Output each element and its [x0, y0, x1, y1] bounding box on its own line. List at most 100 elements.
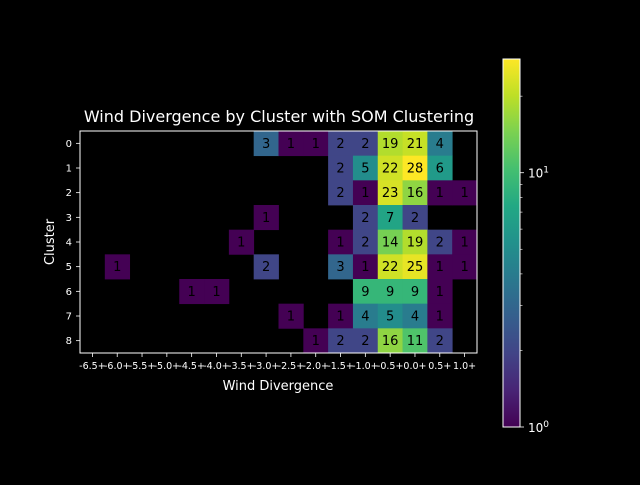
cell-value-label: 25: [407, 260, 424, 275]
cell-value-label: 19: [382, 137, 399, 152]
y-tick-label: 7: [66, 312, 72, 323]
x-tick-label: 0.5+: [428, 361, 451, 372]
cell-value-label: 2: [361, 211, 369, 226]
heatmap-cell: [427, 155, 453, 181]
heatmap-cell: [402, 205, 428, 231]
heatmap-cell: [452, 229, 478, 255]
cell-value-label: 1: [436, 285, 444, 300]
x-tick-label: -6.0+: [104, 361, 131, 372]
heatmap-cell: [377, 180, 403, 206]
heatmap-cell: [204, 279, 230, 305]
x-tick-label: -5.5+: [129, 361, 156, 372]
cell-value-label: 1: [287, 310, 295, 325]
cell-value-label: 2: [336, 162, 344, 177]
cell-value-label: 1: [212, 285, 220, 300]
x-axis-label: Wind Divergence: [223, 379, 334, 394]
heatmap-cell: [352, 279, 379, 305]
cell-value-label: 16: [407, 186, 424, 201]
x-tick-label: -5.0+: [154, 361, 181, 372]
x-tick-label: -0.5+: [377, 361, 404, 372]
heatmap-cell: [303, 131, 329, 157]
x-tick-label: -3.0+: [253, 361, 280, 372]
heatmap-cell: [427, 279, 453, 305]
heatmap-cell: [402, 279, 428, 305]
cell-value-label: 5: [386, 310, 394, 325]
heatmap-cell: [377, 328, 403, 354]
heatmap-cell: [352, 303, 379, 329]
heatmap-cell: [402, 303, 428, 329]
heatmap-cell: [377, 205, 403, 231]
heatmap-cell: [427, 131, 453, 157]
heatmap-cell: [328, 303, 354, 329]
heatmap-cell: [328, 229, 354, 255]
cell-value-label: 1: [336, 236, 344, 251]
cell-value-label: 4: [436, 137, 444, 152]
x-tick-label: -2.0+: [302, 361, 329, 372]
cell-value-label: 1: [436, 186, 444, 201]
cell-value-label: 1: [361, 186, 369, 201]
cell-value-label: 16: [382, 334, 399, 349]
heatmap-cell: [328, 254, 354, 280]
cell-value-label: 6: [436, 162, 444, 177]
cell-value-label: 3: [336, 260, 344, 275]
cell-value-label: 11: [407, 334, 424, 349]
cell-value-label: 2: [436, 236, 444, 251]
x-axis-ticks: -6.5+-6.0+-5.5+-5.0+-4.5+-4.0+-3.5+-3.0+…: [79, 353, 476, 372]
cell-value-label: 21: [407, 137, 424, 152]
heatmap-cell: [427, 180, 453, 206]
y-tick-label: 2: [66, 188, 72, 199]
colorbar-tick-label: 100: [528, 420, 549, 435]
heatmap-cell: [253, 254, 279, 280]
heatmap-cell: [352, 180, 379, 206]
cell-value-label: 2: [361, 334, 369, 349]
cell-value-label: 22: [382, 162, 399, 177]
y-axis-label: Cluster: [43, 218, 58, 265]
heatmap-cell: [377, 303, 403, 329]
colorbar-ticks: 100 101: [520, 95, 549, 435]
heatmap-cell: [253, 131, 279, 157]
colorbar-tick-label: 101: [528, 166, 549, 181]
heatmap-cell: [104, 254, 131, 280]
y-tick-label: 8: [66, 336, 72, 347]
y-tick-label: 0: [66, 139, 72, 150]
cell-value-label: 1: [460, 186, 468, 201]
heatmap-cell: [427, 303, 453, 329]
heatmap-cell: [402, 254, 428, 280]
heatmap-cell: [278, 303, 304, 329]
heatmap-cell: [402, 155, 428, 181]
cell-value-label: 2: [336, 137, 344, 152]
cell-value-label: 23: [382, 186, 399, 201]
heatmap-cell: [377, 254, 403, 280]
heatmap-cell: [452, 180, 478, 206]
heatmap-cell: [377, 131, 403, 157]
heatmap-cells: 3 1 1 2 2 19 21 42 5 22 28 62 1 23 16 1 11 2 7 21 1 2 14 19 2 11 2…: [104, 131, 478, 354]
cell-value-label: 1: [436, 310, 444, 325]
cell-value-label: 2: [436, 334, 444, 349]
cell-value-label: 9: [386, 285, 394, 300]
x-tick-label: 1.0+: [453, 361, 476, 372]
heatmap-cell: [402, 180, 428, 206]
heatmap-cell: [352, 155, 379, 181]
cell-value-label: 19: [407, 236, 424, 251]
heatmap-cell: [352, 229, 379, 255]
x-tick-label: -1.5+: [327, 361, 354, 372]
heatmap-cell: [377, 155, 403, 181]
x-tick-label: -4.5+: [178, 361, 205, 372]
heatmap-cell: [228, 229, 255, 255]
heatmap-cell: [352, 254, 379, 280]
heatmap-cell: [402, 328, 428, 354]
cell-value-label: 1: [188, 285, 196, 300]
y-tick-label: 3: [66, 213, 72, 224]
heatmap-cell: [427, 229, 453, 255]
y-tick-label: 1: [66, 164, 72, 175]
colorbar: [502, 58, 521, 428]
cell-value-label: 1: [436, 260, 444, 275]
cell-value-label: 3: [262, 137, 270, 152]
heatmap-cell: [352, 131, 379, 157]
cell-value-label: 2: [361, 137, 369, 152]
cell-value-label: 28: [407, 162, 424, 177]
cell-value-label: 2: [411, 211, 419, 226]
cell-value-label: 2: [361, 236, 369, 251]
